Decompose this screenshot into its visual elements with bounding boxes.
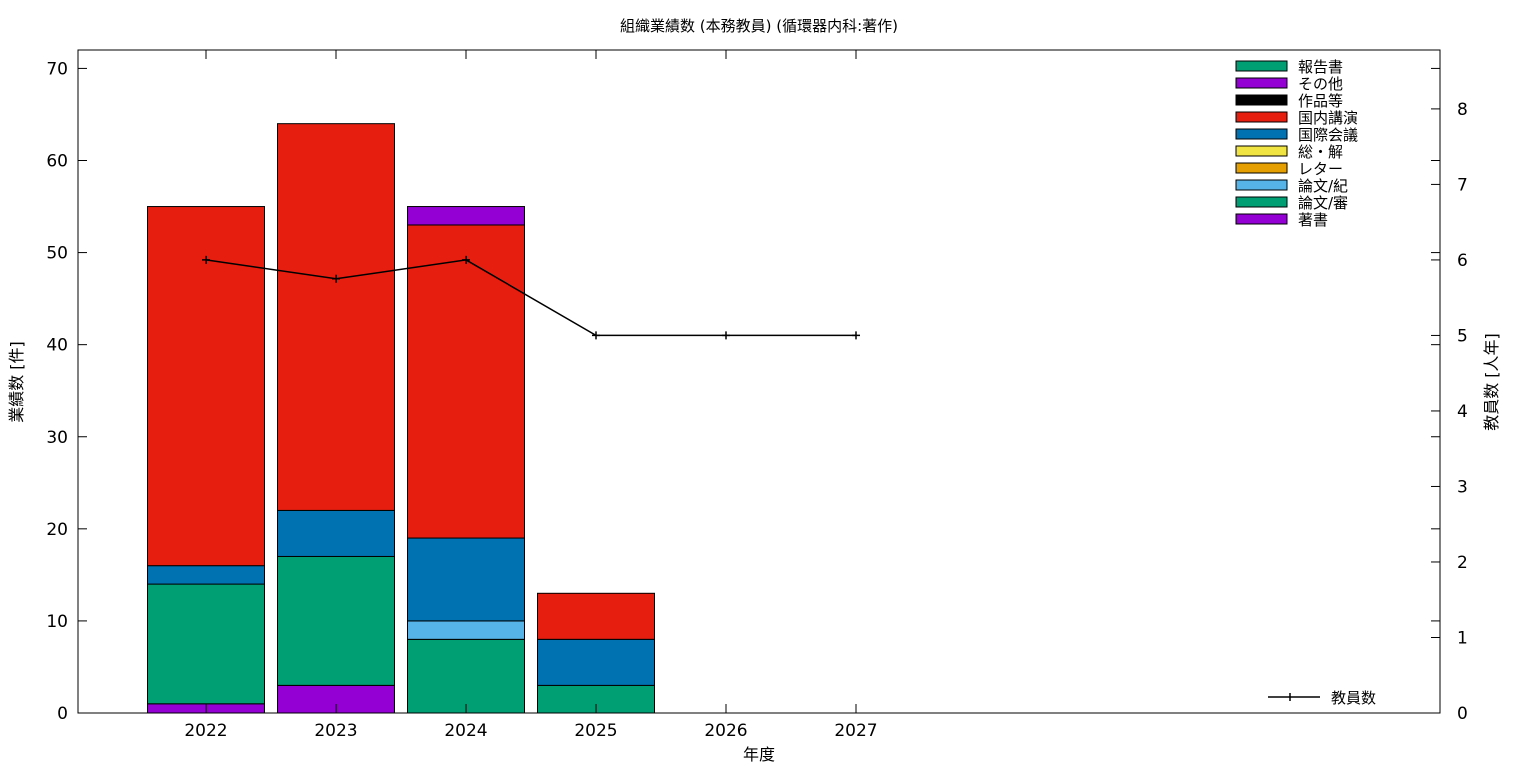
bar-segment bbox=[407, 224, 525, 539]
legend-label: 論文/審 bbox=[1298, 194, 1348, 212]
legend-swatch bbox=[1235, 196, 1288, 208]
y-tick-label: 30 bbox=[46, 428, 68, 448]
line-point bbox=[332, 274, 340, 283]
legend-swatch bbox=[1235, 111, 1288, 123]
legend-label: 国内講演 bbox=[1298, 109, 1358, 127]
legend-label: 報告書 bbox=[1298, 58, 1343, 76]
line-series-group bbox=[202, 255, 860, 340]
line-point bbox=[202, 255, 210, 264]
y-tick-label: 70 bbox=[46, 59, 68, 79]
legend-label: レター bbox=[1298, 160, 1343, 178]
y-axis: 0 10 20 30 40 50 60 70 bbox=[46, 59, 1440, 724]
legend-swatch bbox=[1235, 94, 1288, 106]
legend-swatch bbox=[1235, 179, 1288, 191]
y2-tick-label: 6 bbox=[1457, 251, 1468, 271]
line-point bbox=[462, 255, 470, 264]
x-tick-label: 2024 bbox=[444, 721, 487, 741]
legend-swatch bbox=[1235, 145, 1288, 157]
bar-segment bbox=[407, 206, 525, 226]
y2-tick-label: 4 bbox=[1457, 402, 1468, 422]
y2-tick-label: 8 bbox=[1457, 100, 1468, 120]
bars-group bbox=[147, 123, 655, 714]
y2-axis: 0 1 2 3 4 5 6 7 8 bbox=[1431, 100, 1468, 724]
bar-segment bbox=[537, 638, 655, 686]
y2-tick-label: 5 bbox=[1457, 326, 1468, 346]
legend-label: その他 bbox=[1298, 75, 1343, 93]
bar-segment bbox=[147, 206, 265, 567]
legend-label-line: 教員数 bbox=[1331, 689, 1376, 707]
legend-label: 国際会議 bbox=[1298, 126, 1358, 144]
bar-segment bbox=[277, 123, 395, 511]
legend-swatch bbox=[1235, 77, 1288, 89]
y2-axis-title: 教員数 [人年] bbox=[1482, 333, 1501, 431]
x-axis: 2022 2023 2024 2025 2026 2027 bbox=[184, 50, 878, 741]
x-tick-label: 2026 bbox=[704, 721, 747, 741]
y-tick-label: 20 bbox=[46, 520, 68, 540]
line-point bbox=[852, 331, 860, 340]
legend-label: 作品等 bbox=[1298, 92, 1343, 110]
bar-segment bbox=[277, 509, 395, 557]
y2-tick-label: 2 bbox=[1457, 553, 1468, 573]
line-path bbox=[205, 259, 856, 337]
bar-segment bbox=[277, 555, 395, 686]
line-point bbox=[592, 331, 600, 340]
chart-title: 組織業績数 (本務教員) (循環器内科:著作) bbox=[620, 17, 898, 35]
plot-area-frame bbox=[77, 49, 1441, 714]
y-tick-label: 60 bbox=[46, 152, 68, 172]
legend-label: 総・解 bbox=[1298, 143, 1343, 161]
bar-segment bbox=[537, 592, 655, 640]
y2-tick-label: 1 bbox=[1457, 628, 1468, 648]
x-axis-title: 年度 bbox=[743, 745, 775, 764]
legend-swatch bbox=[1235, 128, 1288, 140]
y-axis-title: 業績数 [件] bbox=[7, 341, 26, 423]
y2-tick-label: 7 bbox=[1457, 175, 1468, 195]
y2-tick-label: 0 bbox=[1457, 704, 1468, 724]
bar-segment bbox=[147, 565, 265, 585]
y-tick-label: 10 bbox=[46, 612, 68, 632]
y-tick-label: 40 bbox=[46, 336, 68, 356]
legend-label: 論文/紀 bbox=[1298, 177, 1348, 195]
legend-swatch bbox=[1235, 60, 1288, 72]
bar-segment bbox=[147, 583, 265, 705]
line-point bbox=[722, 331, 730, 340]
bar-segment bbox=[407, 620, 525, 640]
x-tick-label: 2022 bbox=[184, 721, 227, 741]
legend-swatch bbox=[1235, 213, 1288, 225]
x-tick-label: 2023 bbox=[314, 721, 357, 741]
y-tick-label: 50 bbox=[46, 244, 68, 264]
y-tick-label: 0 bbox=[57, 704, 68, 724]
x-tick-label: 2025 bbox=[574, 721, 617, 741]
y2-tick-label: 3 bbox=[1457, 477, 1468, 497]
bar-segment bbox=[407, 638, 525, 714]
legend-label: 著書 bbox=[1298, 211, 1328, 229]
x-tick-label: 2027 bbox=[834, 721, 877, 741]
bar-segment bbox=[407, 537, 525, 622]
legend-swatch bbox=[1235, 162, 1288, 174]
